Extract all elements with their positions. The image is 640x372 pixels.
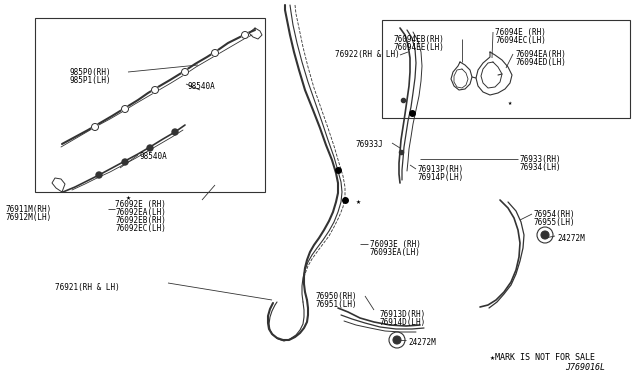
Text: 76094EE(LH): 76094EE(LH) <box>393 43 444 52</box>
Text: ★: ★ <box>508 100 512 106</box>
Text: 985P0(RH): 985P0(RH) <box>70 68 111 77</box>
Text: 98540A: 98540A <box>188 82 216 91</box>
Text: 76094ED(LH): 76094ED(LH) <box>515 58 566 67</box>
Circle shape <box>122 106 129 112</box>
Text: 76955(LH): 76955(LH) <box>534 218 575 227</box>
Bar <box>382 20 630 118</box>
Text: 76093E (RH): 76093E (RH) <box>370 240 421 249</box>
Text: 76934(LH): 76934(LH) <box>520 163 562 172</box>
Bar <box>35 18 265 192</box>
Circle shape <box>122 159 128 165</box>
Text: 76913P(RH): 76913P(RH) <box>418 165 464 174</box>
Circle shape <box>147 145 153 151</box>
Text: 76911M(RH): 76911M(RH) <box>5 205 51 214</box>
Circle shape <box>541 231 549 239</box>
Circle shape <box>211 49 218 57</box>
Text: 76914D(LH): 76914D(LH) <box>380 318 426 327</box>
Circle shape <box>152 87 159 93</box>
Text: 76094EA(RH): 76094EA(RH) <box>515 50 566 59</box>
Text: 76093EA(LH): 76093EA(LH) <box>370 248 421 257</box>
Text: 76092EA(LH): 76092EA(LH) <box>115 208 166 217</box>
Text: J769016L: J769016L <box>565 363 605 372</box>
Text: 76954(RH): 76954(RH) <box>534 210 575 219</box>
Text: 98540A: 98540A <box>140 152 168 161</box>
Text: 76092E (RH): 76092E (RH) <box>115 200 166 209</box>
Circle shape <box>96 172 102 178</box>
Text: 76094EB(RH): 76094EB(RH) <box>393 35 444 44</box>
Circle shape <box>393 336 401 344</box>
Text: 76933J: 76933J <box>355 140 383 149</box>
Text: 24272M: 24272M <box>557 234 585 243</box>
Text: 76092EB(RH): 76092EB(RH) <box>115 216 166 225</box>
Text: 76912M(LH): 76912M(LH) <box>5 213 51 222</box>
Circle shape <box>241 32 248 38</box>
Text: 24272M: 24272M <box>408 338 436 347</box>
Text: ★: ★ <box>125 193 131 202</box>
Text: 76913D(RH): 76913D(RH) <box>380 310 426 319</box>
Text: ★: ★ <box>355 198 360 206</box>
Text: 76921(RH & LH): 76921(RH & LH) <box>55 283 120 292</box>
Text: 985P1(LH): 985P1(LH) <box>70 76 111 85</box>
Text: 76092EC(LH): 76092EC(LH) <box>115 224 166 233</box>
Text: 76094E (RH): 76094E (RH) <box>495 28 546 37</box>
Circle shape <box>172 129 178 135</box>
Text: 76922(RH & LH): 76922(RH & LH) <box>335 50 400 59</box>
Text: ★MARK IS NOT FOR SALE: ★MARK IS NOT FOR SALE <box>490 353 595 362</box>
Circle shape <box>92 124 99 131</box>
Circle shape <box>182 68 189 76</box>
Text: 76914P(LH): 76914P(LH) <box>418 173 464 182</box>
Text: 76094EC(LH): 76094EC(LH) <box>495 36 546 45</box>
Text: 76933(RH): 76933(RH) <box>520 155 562 164</box>
Text: 76950(RH): 76950(RH) <box>315 292 356 301</box>
Text: 76951(LH): 76951(LH) <box>315 300 356 309</box>
